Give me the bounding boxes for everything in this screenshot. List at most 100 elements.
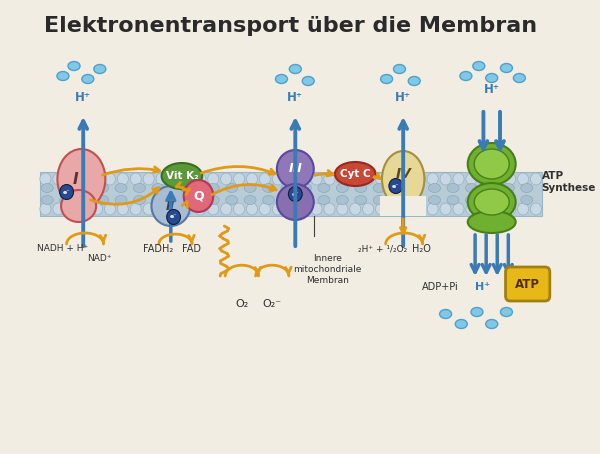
Ellipse shape: [468, 183, 515, 221]
Ellipse shape: [484, 183, 496, 192]
Ellipse shape: [277, 150, 314, 188]
Ellipse shape: [410, 196, 422, 204]
Circle shape: [414, 203, 425, 215]
Ellipse shape: [486, 320, 498, 329]
Ellipse shape: [170, 183, 182, 192]
Text: IV: IV: [395, 167, 411, 181]
Circle shape: [350, 203, 361, 215]
Ellipse shape: [318, 196, 330, 204]
Ellipse shape: [410, 183, 422, 192]
Ellipse shape: [447, 196, 459, 204]
Ellipse shape: [355, 196, 367, 204]
Circle shape: [427, 173, 438, 185]
Circle shape: [401, 173, 412, 185]
Circle shape: [453, 203, 464, 215]
Bar: [484, 174, 499, 198]
Text: NAD⁺: NAD⁺: [88, 254, 112, 263]
Circle shape: [169, 203, 180, 215]
Circle shape: [466, 173, 477, 185]
Ellipse shape: [299, 183, 311, 192]
Ellipse shape: [226, 196, 238, 204]
Circle shape: [40, 173, 51, 185]
Text: FADH₂: FADH₂: [143, 244, 173, 254]
Circle shape: [337, 173, 348, 185]
Circle shape: [324, 173, 335, 185]
Circle shape: [272, 173, 283, 185]
FancyBboxPatch shape: [506, 267, 550, 301]
Circle shape: [298, 203, 309, 215]
Ellipse shape: [281, 196, 293, 204]
Circle shape: [60, 184, 74, 199]
Circle shape: [167, 209, 181, 224]
Ellipse shape: [382, 151, 424, 207]
Ellipse shape: [355, 183, 367, 192]
Circle shape: [259, 203, 271, 215]
Ellipse shape: [78, 196, 90, 204]
Circle shape: [208, 173, 219, 185]
Circle shape: [66, 203, 77, 215]
Circle shape: [40, 203, 51, 215]
Circle shape: [233, 203, 245, 215]
Circle shape: [118, 173, 128, 185]
Circle shape: [169, 173, 180, 185]
Ellipse shape: [318, 183, 330, 192]
Ellipse shape: [474, 149, 509, 179]
Ellipse shape: [428, 196, 440, 204]
Text: e⁻: e⁻: [170, 214, 178, 219]
Circle shape: [221, 173, 232, 185]
Circle shape: [427, 203, 438, 215]
Ellipse shape: [440, 310, 452, 319]
Ellipse shape: [68, 61, 80, 70]
Circle shape: [362, 203, 374, 215]
Circle shape: [130, 203, 142, 215]
Ellipse shape: [207, 196, 219, 204]
Circle shape: [505, 203, 515, 215]
Circle shape: [182, 173, 193, 185]
Ellipse shape: [263, 196, 275, 204]
Text: ATP: ATP: [515, 277, 540, 291]
Circle shape: [298, 173, 309, 185]
Circle shape: [92, 203, 103, 215]
Ellipse shape: [428, 183, 440, 192]
Circle shape: [79, 203, 89, 215]
Ellipse shape: [468, 143, 515, 185]
Circle shape: [272, 203, 283, 215]
Ellipse shape: [60, 183, 71, 192]
Ellipse shape: [133, 196, 145, 204]
Ellipse shape: [277, 184, 314, 220]
Circle shape: [285, 173, 296, 185]
Ellipse shape: [41, 183, 53, 192]
Circle shape: [311, 203, 322, 215]
Ellipse shape: [151, 186, 190, 226]
Text: Innere
mitochondriale
Membran: Innere mitochondriale Membran: [293, 254, 362, 285]
Ellipse shape: [394, 64, 406, 74]
Circle shape: [143, 173, 154, 185]
Text: H⁺: H⁺: [475, 282, 490, 292]
Circle shape: [182, 203, 193, 215]
Ellipse shape: [58, 149, 106, 209]
Ellipse shape: [152, 196, 164, 204]
Text: FAD: FAD: [182, 244, 200, 254]
Circle shape: [247, 173, 257, 185]
Text: II: II: [166, 199, 175, 212]
Circle shape: [130, 173, 142, 185]
Circle shape: [143, 203, 154, 215]
Ellipse shape: [500, 64, 512, 73]
Circle shape: [195, 203, 206, 215]
Ellipse shape: [152, 183, 164, 192]
Circle shape: [184, 180, 213, 212]
Circle shape: [285, 203, 296, 215]
Text: Q: Q: [193, 189, 204, 202]
Circle shape: [92, 173, 103, 185]
Circle shape: [53, 203, 64, 215]
Text: III: III: [289, 163, 302, 176]
Ellipse shape: [474, 189, 509, 215]
Circle shape: [530, 173, 542, 185]
Ellipse shape: [502, 196, 514, 204]
Ellipse shape: [302, 77, 314, 85]
Text: Elektronentransport über die Membran: Elektronentransport über die Membran: [44, 16, 537, 36]
Text: H⁺: H⁺: [287, 91, 304, 104]
Text: e⁻: e⁻: [292, 192, 299, 197]
Circle shape: [247, 203, 257, 215]
Text: O₂⁻: O₂⁻: [263, 299, 282, 309]
